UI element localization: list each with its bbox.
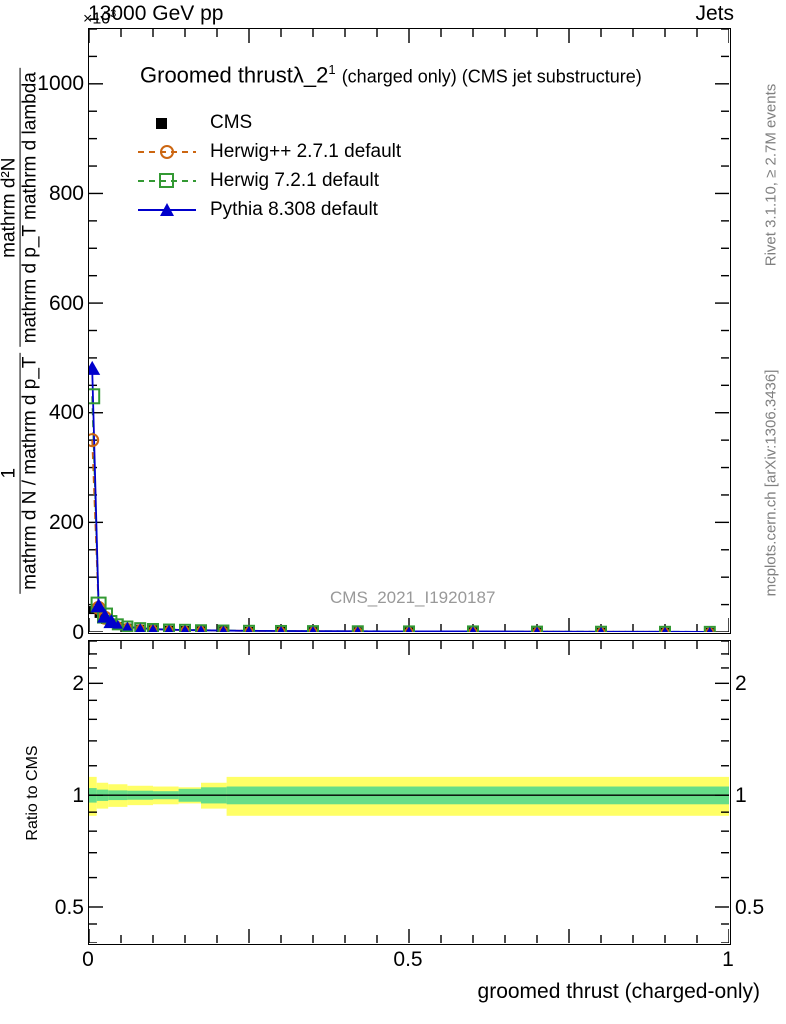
legend-key-cms [136, 112, 200, 134]
ratio-y-tick-label: 2 [72, 671, 84, 695]
legend-item-herwigpp[interactable]: Herwig++ 2.7.1 default [136, 137, 401, 166]
legend-key-herwig7 [136, 170, 200, 192]
ratio-axis-ticks [89, 641, 729, 943]
legend[interactable]: CMS Herwig++ 2.7.1 default Herwig 7.2.1 … [136, 108, 401, 224]
analysis-id-watermark: CMS_2021_I1920187 [330, 588, 496, 607]
rivet-version-credit: Rivet 3.1.10, ≥ 2.7M events [762, 83, 780, 267]
main-y-tick-label: 200 [48, 510, 84, 534]
legend-item-cms[interactable]: CMS [136, 108, 401, 137]
mcplots-credit: mcplots.cern.ch [arXiv:1306.3436] [762, 369, 780, 596]
legend-item-herwig7[interactable]: Herwig 7.2.1 default [136, 166, 401, 195]
ratio-plot-area[interactable] [88, 640, 731, 945]
ratio-y-tick-label: 0.5 [54, 895, 84, 919]
x-tick-label: 0.5 [393, 948, 423, 971]
analysis-category-label: Jets [695, 2, 734, 25]
main-y-tick-label: 800 [48, 182, 84, 206]
main-plot-canvas [89, 29, 729, 632]
x-tick-labels: 0 0.5 1 [82, 948, 734, 978]
main-y-axis-title: 1 mathrm d N / mathrm d p_T mathrm d²N m… [0, 28, 42, 634]
main-y-tick-label: 600 [48, 291, 84, 315]
x-axis-title: groomed thrust (charged-only) [477, 980, 760, 1003]
main-y-tick-label: 400 [48, 401, 84, 425]
legend-key-herwigpp [136, 141, 200, 163]
ratio-y-tick-labels-left: 0.5 1 2 [0, 640, 84, 945]
legend-label-pythia: Pythia 8.308 default [210, 198, 378, 220]
main-plot-area[interactable] [88, 28, 731, 634]
legend-label-herwigpp: Herwig++ 2.7.1 default [210, 140, 402, 162]
ratio-y-axis-title: Ratio to CMS [24, 744, 41, 841]
ratio-y-tick-label-right: 2 [735, 671, 747, 695]
beam-energy-label: 13000 GeV pp [88, 2, 224, 25]
main-y-tick-label: 1000 [37, 72, 84, 96]
main-y-tick-labels: 0 200 400 600 800 1000 [0, 28, 84, 643]
y-axis-main-fraction: mathrm d²N mathrm d p_T mathrm d lambda [0, 68, 41, 348]
ratio-uncertainty-bands [89, 776, 729, 816]
plot-title: Groomed thrustλ_21 (charged only) (CMS j… [140, 62, 642, 88]
main-y-tick-label: 0 [72, 620, 84, 644]
main-data-series [89, 360, 716, 632]
ratio-y-tick-label-right: 1 [735, 783, 747, 807]
y-axis-prefix-fraction: 1 mathrm d N / mathrm d p_T [0, 352, 41, 594]
legend-label-cms: CMS [210, 111, 253, 133]
ratio-plot-canvas [89, 641, 729, 943]
x-tick-label: 0 [82, 948, 94, 971]
legend-item-pythia[interactable]: Pythia 8.308 default [136, 195, 401, 224]
ratio-y-tick-labels-right: 0.5 1 2 [735, 640, 785, 945]
legend-key-pythia [136, 199, 200, 221]
legend-label-herwig7: Herwig 7.2.1 default [210, 169, 379, 191]
y-axis-scale-exponent: ×103 [83, 8, 117, 28]
ratio-y-tick-label: 1 [72, 783, 84, 807]
ratio-y-tick-label-right: 0.5 [735, 895, 765, 919]
x-tick-label: 1 [722, 948, 734, 971]
